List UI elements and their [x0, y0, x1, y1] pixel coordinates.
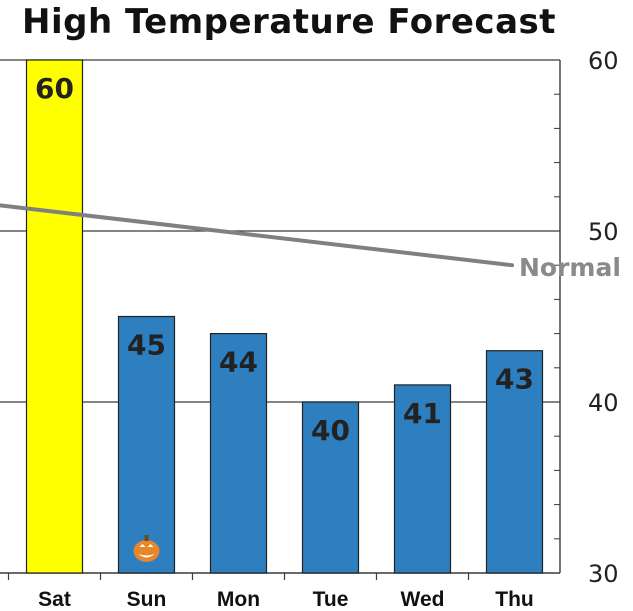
- category-label: Tue: [313, 588, 349, 611]
- category-label: Thu: [495, 588, 533, 611]
- bar-tue: [301, 401, 360, 574]
- category-label: Sat: [38, 588, 71, 611]
- y-tick-label: 40: [588, 389, 619, 417]
- value-label: 44: [219, 346, 258, 379]
- y-tick-label: 30: [588, 560, 619, 588]
- value-label: 41: [403, 397, 442, 430]
- bar-mon: [209, 333, 268, 574]
- value-label: 43: [495, 363, 534, 396]
- category-label: Mon: [217, 588, 260, 611]
- y-tick-label: 50: [588, 218, 619, 246]
- normal-line: [0, 203, 514, 268]
- bar-sun: [117, 315, 176, 574]
- value-label: 45: [127, 329, 166, 362]
- normal-line-label: Normal: [519, 253, 621, 282]
- chart-title: High Temperature Forecast: [22, 2, 557, 42]
- value-label: 60: [35, 72, 74, 105]
- bar-thu: [485, 350, 544, 574]
- y-tick-label: 60: [588, 47, 619, 75]
- bar-sat: [25, 59, 84, 574]
- bar-wed: [393, 384, 452, 574]
- value-label: 40: [311, 414, 350, 447]
- category-label: Sun: [127, 588, 167, 611]
- category-label: Wed: [401, 588, 445, 611]
- pumpkin-icon: [133, 535, 160, 562]
